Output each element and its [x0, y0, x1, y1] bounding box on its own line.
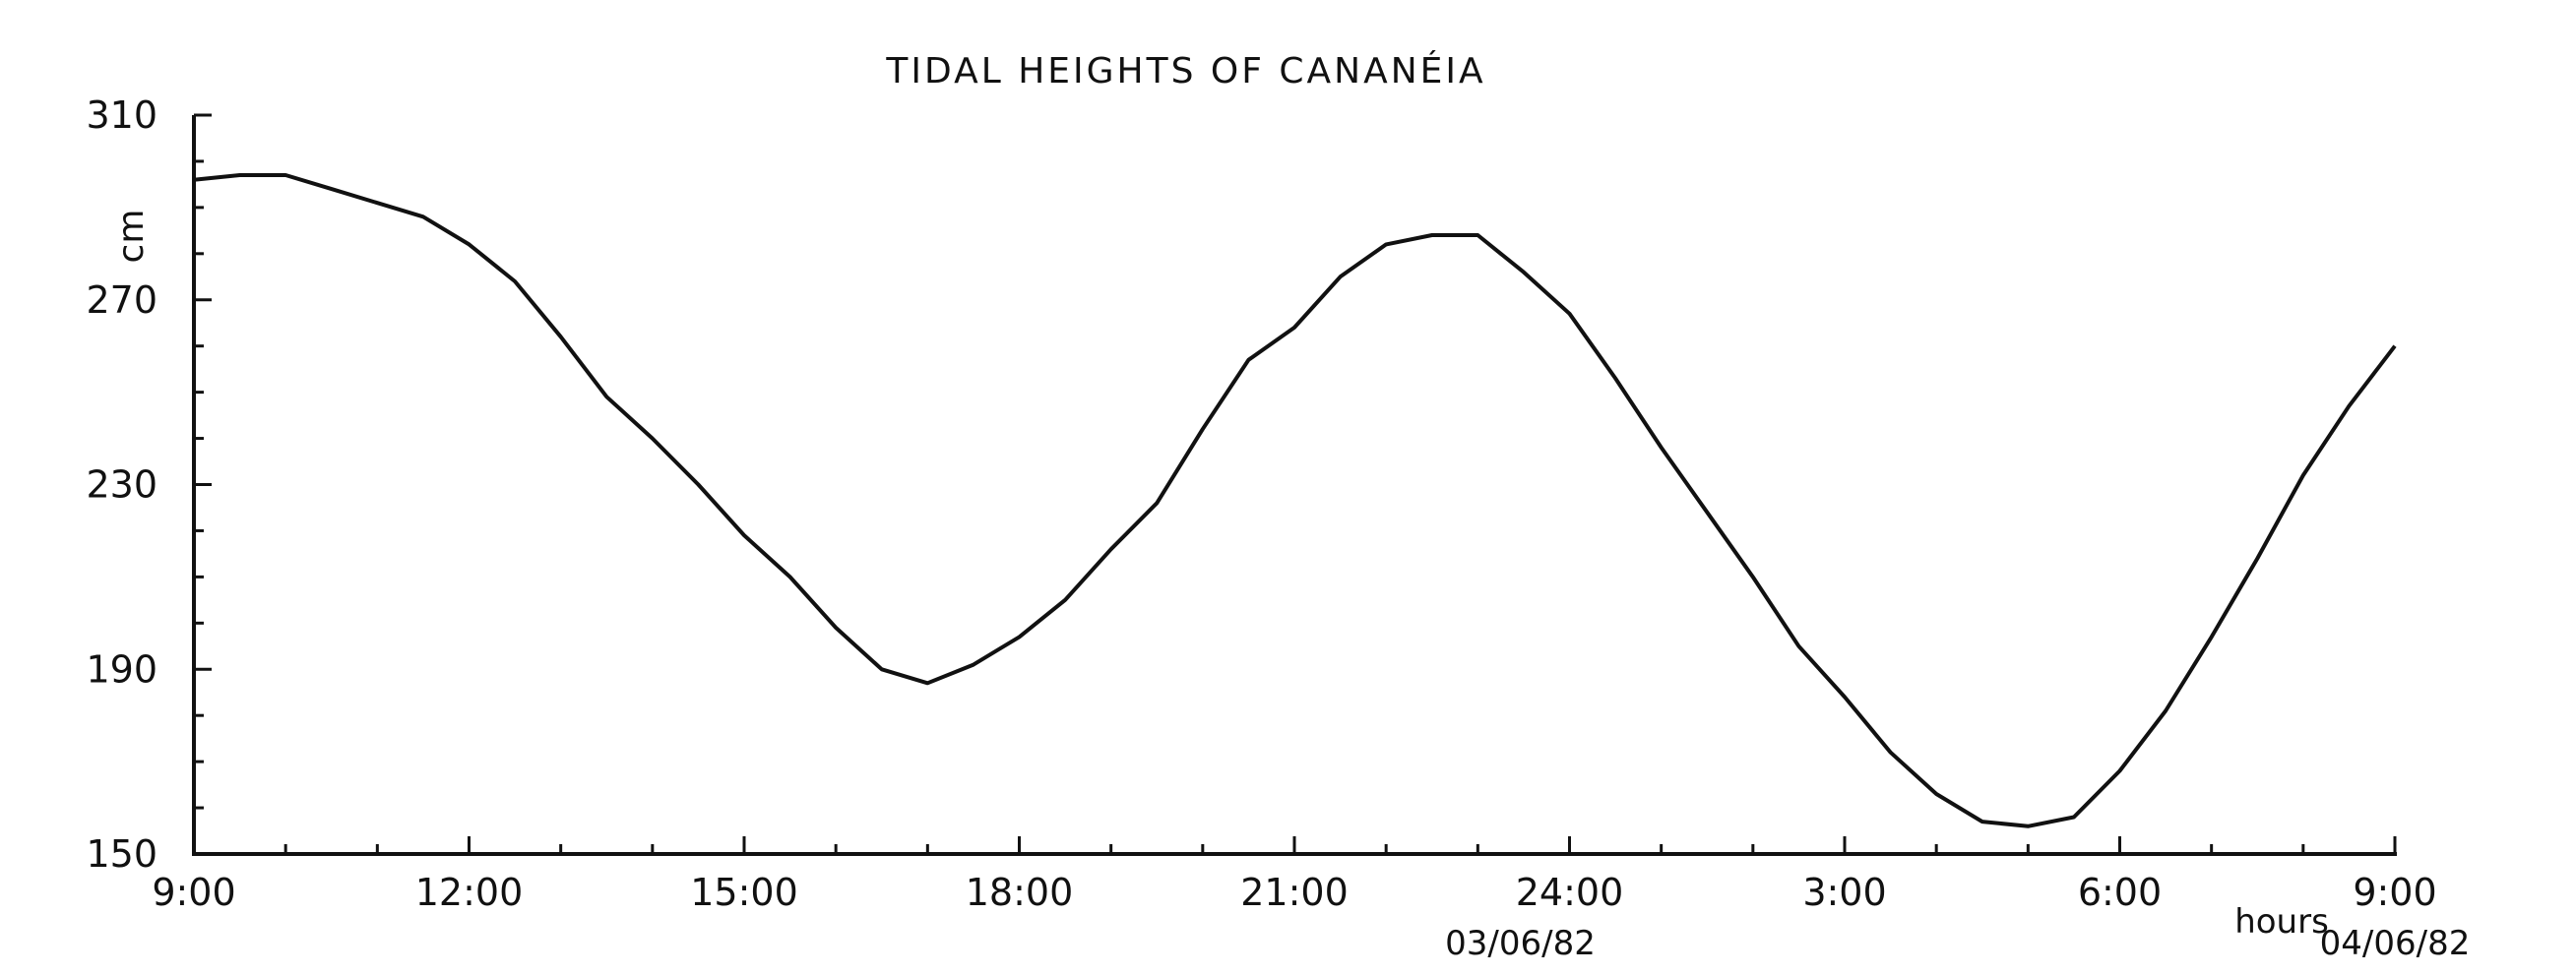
- chart-title: TIDAL HEIGHTS OF CANANÉIA: [885, 50, 1485, 92]
- y-tick-label: 230: [86, 463, 157, 507]
- ticks: [192, 113, 2397, 856]
- x-axis-label: hours: [2234, 902, 2329, 942]
- data-points: [194, 175, 2395, 826]
- x-tick-label: 24:00: [1516, 871, 1624, 914]
- x-tick-label: 21:00: [1240, 871, 1349, 914]
- y-tick-label: 190: [86, 647, 157, 691]
- y-tick-label: 310: [86, 93, 157, 137]
- date-label: 04/06/82: [2320, 924, 2471, 963]
- x-tick-label: 12:00: [415, 871, 524, 914]
- y-tick-label: 270: [86, 278, 157, 322]
- date-labels: 03/06/82 04/06/82: [1445, 924, 2470, 963]
- x-tick-label: 15:00: [690, 871, 798, 914]
- x-tick-label: 6:00: [2078, 871, 2162, 914]
- tick-labels: 150 190 230 270 310 9:00 12:00 15:00 18:00 21:00 2…: [86, 93, 2436, 914]
- x-tick-label: 9:00: [152, 871, 235, 914]
- axes: [192, 115, 2397, 856]
- x-tick-label: 9:00: [2353, 871, 2436, 914]
- date-label: 03/06/82: [1445, 924, 1596, 963]
- y-axis-label: cm: [111, 210, 152, 264]
- x-tick-label: 3:00: [1802, 871, 1886, 914]
- x-tick-label: 18:00: [966, 871, 1074, 914]
- series-line: [193, 173, 2397, 828]
- y-tick-label: 150: [86, 832, 157, 876]
